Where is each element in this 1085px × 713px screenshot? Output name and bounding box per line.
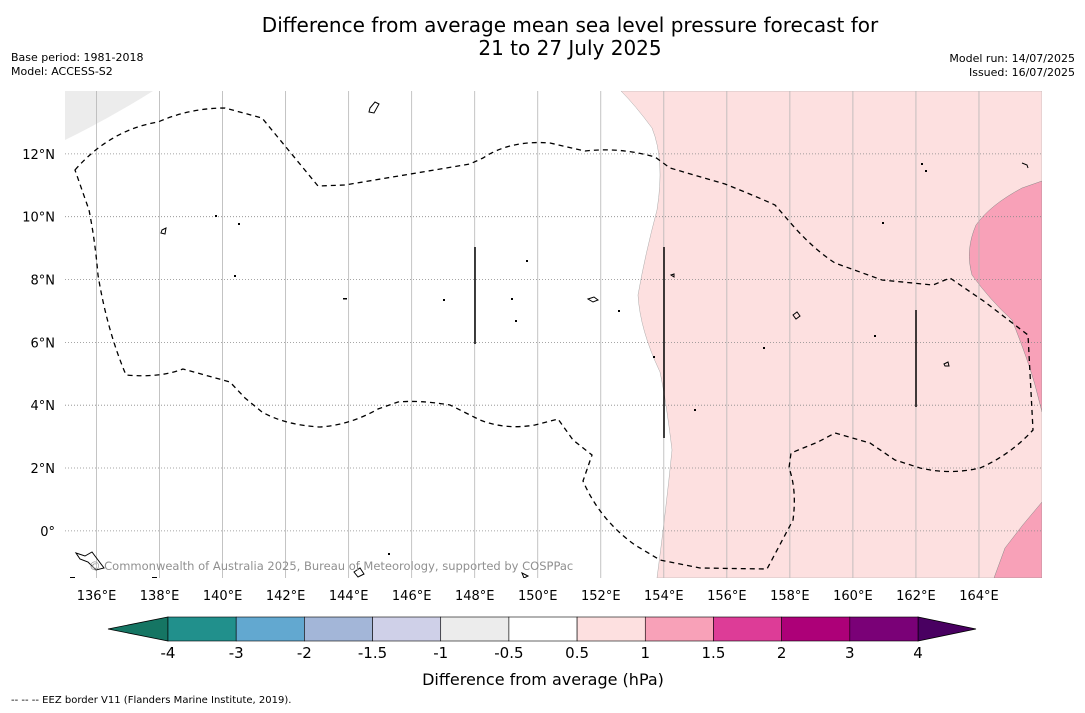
colorbar-tick-label: -0.5 [494, 644, 523, 662]
latitude-tick-label: 6°N [31, 336, 56, 351]
longitude-tick-label: 144°E [329, 589, 369, 604]
colorbar-tick-label: 0.5 [565, 644, 589, 662]
longitude-tick-label: 136°E [77, 589, 117, 604]
eez-legend-note: -- -- -- EEZ border V11 (Flanders Marine… [11, 695, 292, 706]
colorbar-tick-label: 3 [845, 644, 855, 662]
longitude-tick-label: 148°E [455, 589, 495, 604]
longitude-tick-label: 152°E [581, 589, 621, 604]
colorbar-swatch [713, 616, 782, 642]
colorbar-swatch [440, 616, 510, 642]
longitude-tick-label: 146°E [392, 589, 432, 604]
issued-text: Issued: 16/07/2025 [968, 66, 1075, 79]
colorbar-tick-label: -1.5 [358, 644, 387, 662]
longitude-tick-label: 154°E [644, 589, 684, 604]
longitude-tick-label: 150°E [518, 589, 558, 604]
atoll-dots [70, 163, 927, 578]
latitude-tick-labels: 0° 2°N 4°N 6°N 8°N 10°N 12°N [22, 148, 55, 540]
run-issue-info: Model run: 14/07/2025 Issued: 16/07/2025 [949, 52, 1075, 80]
longitude-tick-label: 158°E [770, 589, 810, 604]
colorbar-tick-label: 2 [777, 644, 787, 662]
colorbar-tick-label: 1.5 [702, 644, 726, 662]
longitude-tick-label: 162°E [896, 589, 936, 604]
eez-border [74, 107, 1034, 570]
colorbar-tick-label: -2 [297, 644, 312, 662]
colorbar-tick-label: -1 [433, 644, 448, 662]
latitude-tick-label: 2°N [31, 462, 56, 477]
longitude-tick-labels: 136°E 138°E 140°E 142°E 144°E 146°E 148°E 150°E… [77, 589, 999, 604]
longitude-tick-label: 156°E [707, 589, 747, 604]
longitude-tick-label: 160°E [833, 589, 873, 604]
longitude-tick-label: 164°E [959, 589, 999, 604]
island-outlines [74, 101, 1029, 578]
colorbar-label: Difference from average (hPa) [422, 670, 664, 689]
model-name-text: Model: ACCESS-S2 [11, 65, 113, 78]
colorbar-swatch [781, 616, 851, 642]
colorbar-tick-label: -3 [229, 644, 244, 662]
map-title: Difference from average mean sea level p… [0, 14, 1085, 60]
longitude-tick-label: 138°E [140, 589, 180, 604]
latitude-tick-label: 0° [40, 525, 55, 540]
graticule [65, 91, 1042, 578]
colorbar-tick-label: 4 [913, 644, 923, 662]
anomaly-region-0-5-to-1 [620, 91, 1042, 578]
longitude-tick-label: 142°E [266, 589, 306, 604]
colorbar-swatch [508, 616, 578, 642]
base-period-text: Base period: 1981-2018 [11, 51, 144, 64]
map-title-line-2: 21 to 27 July 2025 [478, 36, 662, 60]
map-title-line-1: Difference from average mean sea level p… [261, 13, 879, 37]
colorbar-swatch [644, 616, 714, 642]
anomaly-region-1-to-1-5-south [993, 501, 1042, 578]
colorbar-swatch [576, 616, 646, 642]
model-run-text: Model run: 14/07/2025 [949, 52, 1075, 65]
base-model-info: Base period: 1981-2018 Model: ACCESS-S2 [11, 51, 143, 79]
colorbar-tick-label: 1 [640, 644, 650, 662]
colorbar: -4 -3 -2 -1.5 -1 -0.5 0.5 1 1.5 2 3 4 [107, 616, 977, 662]
latitude-tick-label: 8°N [31, 274, 56, 289]
latitude-tick-label: 10°N [22, 211, 55, 226]
latitude-tick-label: 12°N [22, 148, 55, 163]
colorbar-swatch [235, 616, 305, 642]
colorbar-tick-label: -4 [161, 644, 176, 662]
colorbar-swatch [372, 616, 442, 642]
colorbar-over-arrow [917, 616, 977, 642]
latitude-tick-label: 4°N [31, 399, 56, 414]
anomaly-region-1-to-1-5-east [969, 180, 1042, 413]
colorbar-swatch [167, 616, 237, 642]
colorbar-swatch [304, 616, 373, 642]
copyright-notice: © Commonwealth of Australia 2025, Bureau… [89, 559, 573, 573]
longitude-tick-label: 140°E [203, 589, 243, 604]
colorbar-swatch [849, 616, 919, 642]
anomaly-region-minus-0-5 [65, 91, 153, 140]
colorbar-under-arrow [107, 616, 169, 642]
